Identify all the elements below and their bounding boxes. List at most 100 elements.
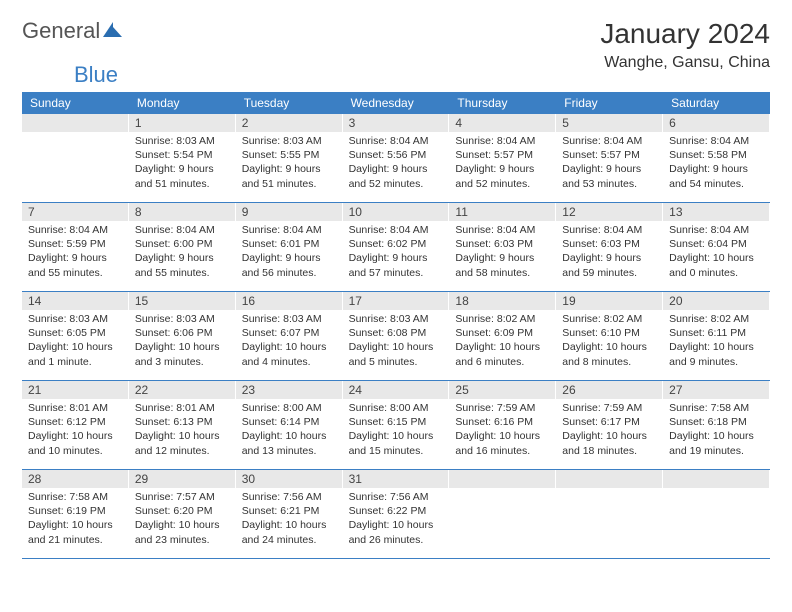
sunset-text: Sunset: 6:08 PM — [349, 326, 444, 340]
day-cell: 4Sunrise: 8:04 AMSunset: 5:57 PMDaylight… — [449, 114, 556, 202]
daylight-text: Daylight: 10 hours and 24 minutes. — [242, 518, 337, 546]
day-content: Sunrise: 8:04 AMSunset: 6:00 PMDaylight:… — [129, 221, 236, 284]
day-cell: 29Sunrise: 7:57 AMSunset: 6:20 PMDayligh… — [129, 470, 236, 558]
sunset-text: Sunset: 6:14 PM — [242, 415, 337, 429]
sunset-text: Sunset: 6:11 PM — [669, 326, 764, 340]
daylight-text: Daylight: 10 hours and 4 minutes. — [242, 340, 337, 368]
sunrise-text: Sunrise: 8:03 AM — [135, 312, 230, 326]
day-header: Saturday — [663, 92, 770, 114]
calendar: SundayMondayTuesdayWednesdayThursdayFrid… — [22, 92, 770, 559]
month-title: January 2024 — [600, 18, 770, 50]
day-number: 13 — [663, 203, 770, 221]
daylight-text: Daylight: 9 hours and 51 minutes. — [242, 162, 337, 190]
day-content: Sunrise: 8:03 AMSunset: 5:55 PMDaylight:… — [236, 132, 343, 195]
sunset-text: Sunset: 6:04 PM — [669, 237, 764, 251]
day-content: Sunrise: 8:04 AMSunset: 6:04 PMDaylight:… — [663, 221, 770, 284]
day-content: Sunrise: 7:58 AMSunset: 6:19 PMDaylight:… — [22, 488, 129, 551]
sunrise-text: Sunrise: 8:03 AM — [28, 312, 123, 326]
sunset-text: Sunset: 5:57 PM — [455, 148, 550, 162]
weeks-container: 1Sunrise: 8:03 AMSunset: 5:54 PMDaylight… — [22, 114, 770, 559]
week-row: 7Sunrise: 8:04 AMSunset: 5:59 PMDaylight… — [22, 203, 770, 292]
sunrise-text: Sunrise: 8:04 AM — [455, 134, 550, 148]
sunset-text: Sunset: 6:01 PM — [242, 237, 337, 251]
daylight-text: Daylight: 9 hours and 58 minutes. — [455, 251, 550, 279]
day-content: Sunrise: 8:04 AMSunset: 5:57 PMDaylight:… — [449, 132, 556, 195]
daylight-text: Daylight: 10 hours and 13 minutes. — [242, 429, 337, 457]
day-content: Sunrise: 7:58 AMSunset: 6:18 PMDaylight:… — [663, 399, 770, 462]
day-content: Sunrise: 8:03 AMSunset: 5:54 PMDaylight:… — [129, 132, 236, 195]
daylight-text: Daylight: 10 hours and 19 minutes. — [669, 429, 764, 457]
day-content: Sunrise: 8:04 AMSunset: 6:03 PMDaylight:… — [449, 221, 556, 284]
day-cell: 25Sunrise: 7:59 AMSunset: 6:16 PMDayligh… — [449, 381, 556, 469]
empty-cell — [556, 470, 663, 558]
sunrise-text: Sunrise: 8:01 AM — [28, 401, 123, 415]
day-number: 11 — [449, 203, 556, 221]
daylight-text: Daylight: 10 hours and 23 minutes. — [135, 518, 230, 546]
daylight-text: Daylight: 9 hours and 55 minutes. — [28, 251, 123, 279]
day-number: 29 — [129, 470, 236, 488]
sunrise-text: Sunrise: 7:58 AM — [669, 401, 764, 415]
day-number: 30 — [236, 470, 343, 488]
sunset-text: Sunset: 6:13 PM — [135, 415, 230, 429]
logo-triangle-icon — [102, 20, 124, 43]
sunrise-text: Sunrise: 8:04 AM — [28, 223, 123, 237]
day-cell: 13Sunrise: 8:04 AMSunset: 6:04 PMDayligh… — [663, 203, 770, 291]
day-number: 20 — [663, 292, 770, 310]
sunset-text: Sunset: 6:19 PM — [28, 504, 123, 518]
sunrise-text: Sunrise: 8:02 AM — [562, 312, 657, 326]
day-number: 5 — [556, 114, 663, 132]
sunrise-text: Sunrise: 8:03 AM — [135, 134, 230, 148]
day-header: Monday — [129, 92, 236, 114]
sunset-text: Sunset: 6:17 PM — [562, 415, 657, 429]
day-number: 26 — [556, 381, 663, 399]
day-number: 6 — [663, 114, 770, 132]
day-header-row: SundayMondayTuesdayWednesdayThursdayFrid… — [22, 92, 770, 114]
daylight-text: Daylight: 10 hours and 16 minutes. — [455, 429, 550, 457]
day-number: 14 — [22, 292, 129, 310]
day-content: Sunrise: 8:04 AMSunset: 6:02 PMDaylight:… — [343, 221, 450, 284]
daylight-text: Daylight: 9 hours and 55 minutes. — [135, 251, 230, 279]
day-content: Sunrise: 8:01 AMSunset: 6:12 PMDaylight:… — [22, 399, 129, 462]
logo: General — [22, 18, 126, 44]
daylight-text: Daylight: 10 hours and 6 minutes. — [455, 340, 550, 368]
day-cell: 30Sunrise: 7:56 AMSunset: 6:21 PMDayligh… — [236, 470, 343, 558]
daylight-text: Daylight: 10 hours and 10 minutes. — [28, 429, 123, 457]
sunset-text: Sunset: 6:06 PM — [135, 326, 230, 340]
day-content: Sunrise: 8:03 AMSunset: 6:08 PMDaylight:… — [343, 310, 450, 373]
day-content: Sunrise: 8:03 AMSunset: 6:05 PMDaylight:… — [22, 310, 129, 373]
sunset-text: Sunset: 6:03 PM — [562, 237, 657, 251]
sunset-text: Sunset: 6:07 PM — [242, 326, 337, 340]
daylight-text: Daylight: 10 hours and 9 minutes. — [669, 340, 764, 368]
sunset-text: Sunset: 5:54 PM — [135, 148, 230, 162]
day-cell: 1Sunrise: 8:03 AMSunset: 5:54 PMDaylight… — [129, 114, 236, 202]
day-cell: 15Sunrise: 8:03 AMSunset: 6:06 PMDayligh… — [129, 292, 236, 380]
daylight-text: Daylight: 10 hours and 0 minutes. — [669, 251, 764, 279]
day-number: 3 — [343, 114, 450, 132]
day-cell: 2Sunrise: 8:03 AMSunset: 5:55 PMDaylight… — [236, 114, 343, 202]
sunset-text: Sunset: 5:55 PM — [242, 148, 337, 162]
daylight-text: Daylight: 9 hours and 52 minutes. — [349, 162, 444, 190]
day-cell: 27Sunrise: 7:58 AMSunset: 6:18 PMDayligh… — [663, 381, 770, 469]
day-content: Sunrise: 8:04 AMSunset: 6:01 PMDaylight:… — [236, 221, 343, 284]
sunset-text: Sunset: 6:15 PM — [349, 415, 444, 429]
empty-cell — [449, 470, 556, 558]
day-content: Sunrise: 7:56 AMSunset: 6:22 PMDaylight:… — [343, 488, 450, 551]
day-cell: 6Sunrise: 8:04 AMSunset: 5:58 PMDaylight… — [663, 114, 770, 202]
daylight-text: Daylight: 9 hours and 59 minutes. — [562, 251, 657, 279]
day-cell: 11Sunrise: 8:04 AMSunset: 6:03 PMDayligh… — [449, 203, 556, 291]
sunset-text: Sunset: 6:18 PM — [669, 415, 764, 429]
day-cell: 23Sunrise: 8:00 AMSunset: 6:14 PMDayligh… — [236, 381, 343, 469]
day-cell: 26Sunrise: 7:59 AMSunset: 6:17 PMDayligh… — [556, 381, 663, 469]
day-cell: 10Sunrise: 8:04 AMSunset: 6:02 PMDayligh… — [343, 203, 450, 291]
sunset-text: Sunset: 6:05 PM — [28, 326, 123, 340]
sunset-text: Sunset: 6:10 PM — [562, 326, 657, 340]
sunset-text: Sunset: 6:21 PM — [242, 504, 337, 518]
day-number: 18 — [449, 292, 556, 310]
day-number: 27 — [663, 381, 770, 399]
daylight-text: Daylight: 9 hours and 56 minutes. — [242, 251, 337, 279]
daylight-text: Daylight: 9 hours and 57 minutes. — [349, 251, 444, 279]
sunrise-text: Sunrise: 7:58 AM — [28, 490, 123, 504]
day-content: Sunrise: 8:04 AMSunset: 6:03 PMDaylight:… — [556, 221, 663, 284]
day-header: Wednesday — [343, 92, 450, 114]
sunrise-text: Sunrise: 8:04 AM — [242, 223, 337, 237]
